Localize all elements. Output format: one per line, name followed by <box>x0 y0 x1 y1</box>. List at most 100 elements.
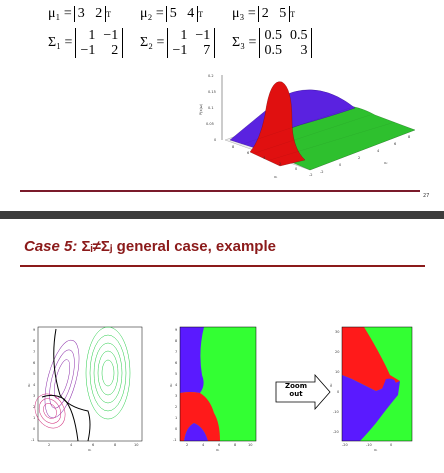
plot-frame <box>179 326 257 442</box>
title-case-label: Case 5: <box>24 238 78 255</box>
mu1-label: μ₁ = <box>48 6 72 21</box>
slide-2: Case 5: Σᵢ≠Σⱼ general case, example <box>0 219 444 473</box>
x-axis-ticks: -20 -10 0 <box>342 443 392 447</box>
zoom-out-label: Zoom out <box>276 382 316 398</box>
y-tick: 3 <box>175 394 177 398</box>
sigma2-label: Σ₂ = <box>140 35 165 50</box>
x-tick: 2 <box>186 443 188 447</box>
y-tick: 6 <box>33 361 35 365</box>
y-tick: 1 <box>175 416 177 420</box>
x-tick: -20 <box>342 443 348 447</box>
mu3-transpose: T <box>290 9 296 19</box>
surface-mesh <box>239 107 396 161</box>
gaussian-density-3d-plot: 0.2 0.15 0.1 0.05 0 P(x|ω) 8 6 4 2 0 -2 <box>199 74 416 179</box>
y-tick: 9 <box>33 328 35 332</box>
x1-tick: 0 <box>295 167 297 171</box>
sigma2-cell: −1 <box>172 43 188 58</box>
x-tick: 6 <box>218 443 220 447</box>
x-tick: 8 <box>114 443 116 447</box>
x-axis-label: x₁ <box>88 448 92 451</box>
sigma1-cell: −1 <box>80 43 96 58</box>
y-axis-ticks: 9 8 7 6 5 4 3 2 1 0 -1 <box>31 328 36 442</box>
sigma2-cell: 7 <box>203 43 211 58</box>
y-tick: -1 <box>31 438 35 442</box>
y-tick: 10 <box>335 370 339 374</box>
y-axis-ticks: 30 20 10 0 -10 -20 <box>333 330 339 434</box>
mu1-transpose: T <box>106 9 112 19</box>
red-contours <box>34 393 66 429</box>
y-tick: 5 <box>33 372 35 376</box>
y-tick: 0 <box>337 390 339 394</box>
mu3-vector: 2 5 <box>257 6 291 22</box>
sigma1-matrix: 1 −1 −1 2 <box>75 28 124 58</box>
x2-tick: 2 <box>358 156 360 160</box>
y-axis-label: x₂ <box>28 383 31 387</box>
y-tick: 6 <box>175 361 177 365</box>
y-tick: 9 <box>175 328 177 332</box>
x-axis-label: x₁ <box>374 448 378 451</box>
sigma3-definition: Σ₃ = 0.5 0.5 0.5 3 <box>232 28 313 58</box>
sigma3-cell: 3 <box>300 43 308 58</box>
red-region <box>180 392 220 441</box>
z-axis-label: P(x|ω) <box>199 103 203 115</box>
x-tick: 4 <box>70 443 73 447</box>
sigma1-cell: 1 <box>88 28 96 43</box>
zoom-label-line1: Zoom <box>285 382 307 390</box>
z-axis-ticks: 0.2 0.15 0.1 0.05 0 <box>206 74 216 142</box>
z-tick: 0.15 <box>208 90 216 94</box>
decision-regions-panel: 2 4 6 8 10 9 8 7 6 5 4 3 2 1 0 -1 x₁ x₂ <box>170 326 257 451</box>
x-axis-ticks: 2 4 6 8 10 <box>186 443 252 447</box>
y-tick: 7 <box>33 350 35 354</box>
x2-tick: 6 <box>394 142 396 146</box>
y-axis-label: x₂ <box>330 383 333 387</box>
x-tick: 0 <box>390 443 392 447</box>
x2-tick: -2 <box>320 170 324 174</box>
y-tick: -10 <box>333 410 339 414</box>
x1-axis-ticks: 8 6 4 2 0 -2 <box>232 145 313 177</box>
x1-tick: 4 <box>263 156 266 160</box>
y-tick: 0 <box>33 427 35 431</box>
page-number: 27 <box>423 193 430 199</box>
green-contours <box>85 326 131 420</box>
z-tick: 0.2 <box>208 74 214 78</box>
sigma3-cell: 0.5 <box>264 43 282 58</box>
blue-region-lower <box>184 423 208 441</box>
z-tick: 0.1 <box>208 106 214 110</box>
slide-separator <box>0 211 444 219</box>
x2-tick: 4 <box>377 149 380 153</box>
x2-axis-label: x₂ <box>384 161 388 165</box>
x-tick: 4 <box>202 443 205 447</box>
slide-2-title: Case 5: Σᵢ≠Σⱼ general case, example <box>24 237 276 255</box>
sigma1-cell: −1 <box>103 28 119 43</box>
slide-2-title-rule <box>20 265 425 267</box>
mu3-label: μ₃ = <box>232 6 256 21</box>
x-tick: 10 <box>248 443 252 447</box>
sigma1-cell: 2 <box>111 43 119 58</box>
y-tick: 4 <box>33 383 36 387</box>
y-axis-label: x₂ <box>170 383 173 387</box>
y-tick: -1 <box>173 438 177 442</box>
mu2-label: μ₂ = <box>140 6 164 21</box>
sigma3-cell: 0.5 <box>289 28 308 43</box>
z-tick: 0 <box>214 138 216 142</box>
decision-boundary <box>41 394 79 442</box>
x1-axis-label: x₁ <box>274 175 278 179</box>
decision-boundary <box>53 328 91 442</box>
blue-region-small <box>382 378 396 390</box>
sigma1-label: Σ₁ = <box>48 35 73 50</box>
y-tick: -20 <box>333 430 339 434</box>
y-tick: 30 <box>335 330 339 334</box>
zoom-out-arrow <box>275 374 331 410</box>
mu1-vector: 3 2 <box>73 6 107 22</box>
x-axis-label: x₁ <box>216 448 220 451</box>
x-tick: 6 <box>92 443 94 447</box>
y-tick: 2 <box>175 405 177 409</box>
y-tick: 3 <box>33 394 35 398</box>
y-tick: 0 <box>175 427 177 431</box>
x-tick: 10 <box>134 443 138 447</box>
blue-region <box>342 375 400 441</box>
x2-axis-ticks: -2 0 2 4 6 8 <box>320 135 410 174</box>
